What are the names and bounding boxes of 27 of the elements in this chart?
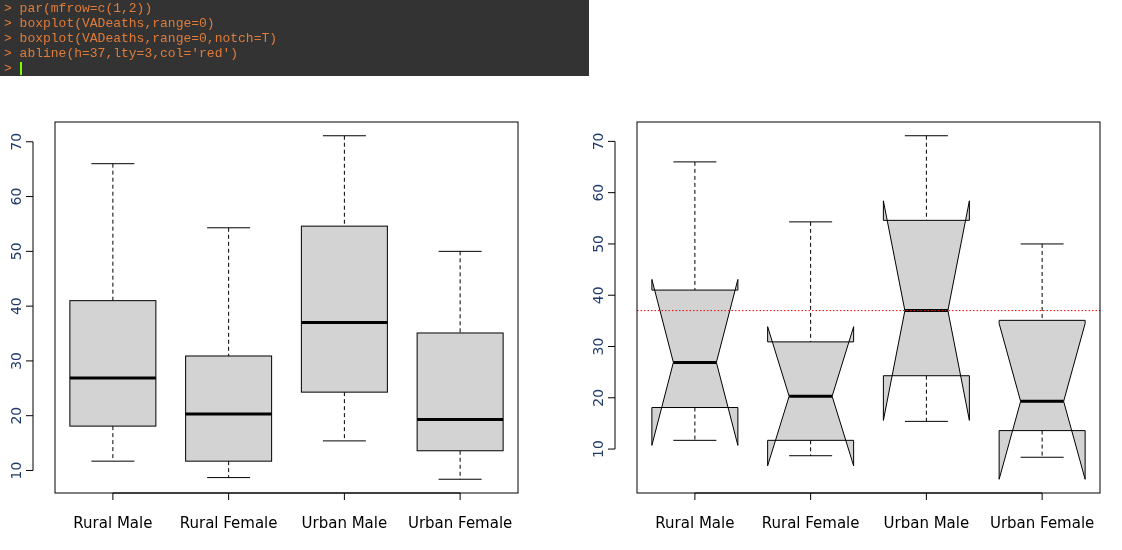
x-tick-label: Rural Male bbox=[73, 514, 153, 532]
y-tick-label: 30 bbox=[8, 352, 24, 370]
text: > par(mfrow=c(1,2)) bbox=[4, 1, 153, 16]
y-tick-label: 10 bbox=[8, 461, 24, 480]
y-tick-label: 40 bbox=[8, 297, 24, 316]
y-tick-label: 20 bbox=[590, 388, 606, 407]
y-tick-label: 30 bbox=[590, 337, 606, 356]
y-tick-label: 70 bbox=[590, 132, 606, 151]
x-tick-label: Urban Male bbox=[883, 514, 970, 532]
x-tick-label: Urban Male bbox=[301, 514, 388, 532]
y-tick-label: 40 bbox=[590, 286, 606, 305]
y-tick-label: 10 bbox=[590, 440, 606, 458]
y-tick-label: 60 bbox=[8, 187, 24, 206]
x-tick-label: Rural Female bbox=[761, 514, 860, 532]
y-tick-label: 70 bbox=[8, 132, 24, 151]
text: > boxplot(VADeaths,range=0,notch=T) bbox=[4, 31, 278, 46]
y-tick-label: 50 bbox=[8, 242, 24, 261]
x-tick-label: Urban Female bbox=[989, 514, 1095, 532]
text: > abline(h=37,lty=3,col='red') bbox=[4, 46, 239, 61]
y-tick-label: 50 bbox=[590, 235, 606, 253]
x-tick-label: Rural Female bbox=[179, 514, 278, 532]
y-tick-label: 20 bbox=[8, 406, 24, 425]
x-tick-label: Urban Female bbox=[407, 514, 513, 532]
x-tick-label: Rural Male bbox=[655, 514, 735, 532]
y-tick-label: 60 bbox=[590, 183, 606, 202]
text: > boxplot(VADeaths,range=0) bbox=[4, 16, 215, 31]
text: > bbox=[4, 61, 12, 76]
